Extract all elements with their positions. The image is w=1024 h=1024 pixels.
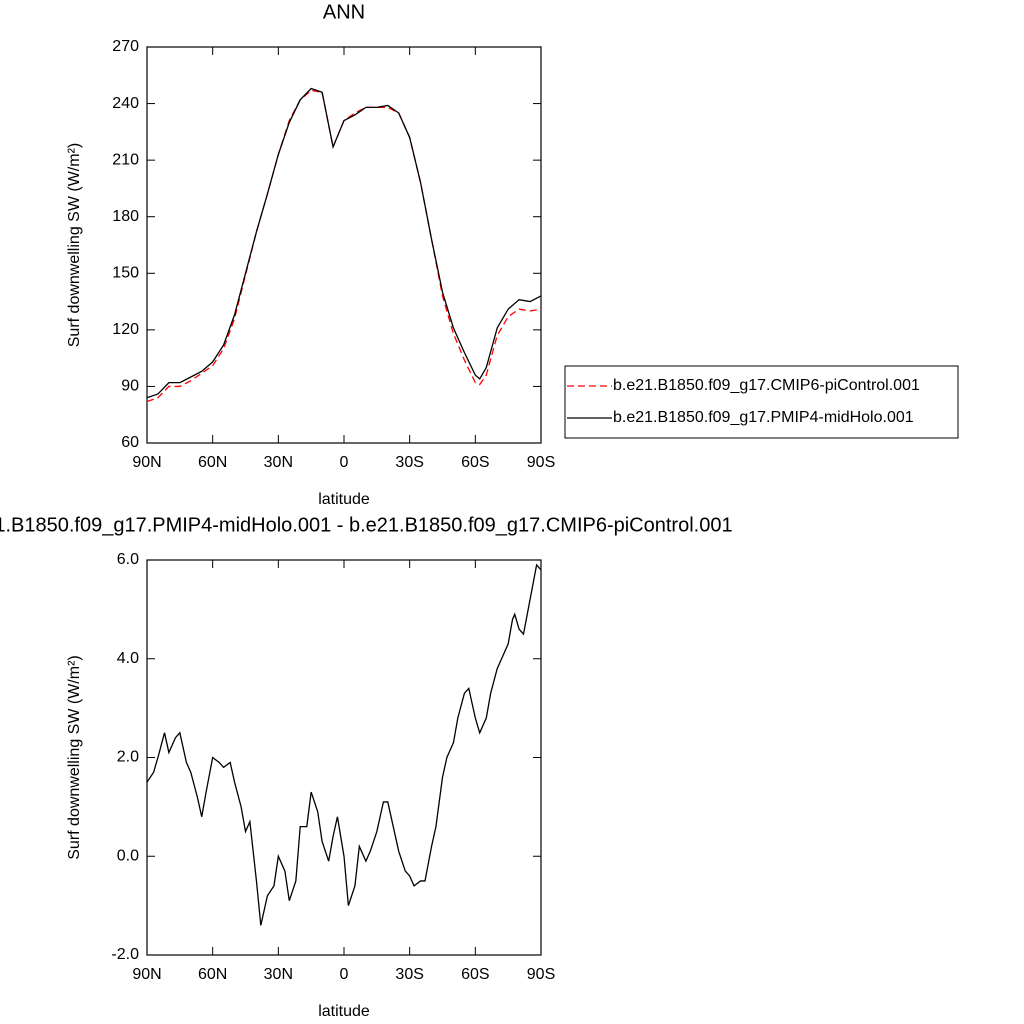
- x-tick-label: 30S: [395, 454, 423, 471]
- y-tick-label: 180: [112, 208, 139, 225]
- x-tick-label: 0: [340, 454, 349, 471]
- y-tick-label: 90: [121, 378, 139, 395]
- legend-box: [564, 365, 959, 439]
- y-tick-label: 210: [112, 151, 139, 168]
- y-tick-label: 270: [112, 38, 139, 55]
- x-tick-label: 30S: [395, 966, 423, 983]
- x-tick-label: 60N: [198, 454, 227, 471]
- data-line: [146, 89, 542, 403]
- y-tick-label: 0.0: [117, 847, 139, 864]
- y-tick-label: 4.0: [117, 650, 139, 667]
- x-tick-label: 90N: [132, 966, 161, 983]
- x-axis-label: latitude: [318, 491, 370, 508]
- x-tick-label: 30N: [264, 966, 293, 983]
- x-tick-label: 60N: [198, 966, 227, 983]
- x-tick-label: 30N: [264, 454, 293, 471]
- y-tick-label: -2.0: [111, 946, 139, 963]
- chart-title: b.e21.B1850.f09_g17.PMIP4-midHolo.001 - …: [0, 514, 733, 536]
- x-tick-label: 0: [340, 966, 349, 983]
- x-tick-label: 90S: [527, 454, 555, 471]
- legend-label: b.e21.B1850.f09_g17.CMIP6-piControl.001: [613, 377, 920, 394]
- y-axis-label: Surf downwelling SW (W/m²): [66, 143, 83, 347]
- data-line: [146, 87, 542, 399]
- data-line: [146, 563, 542, 926]
- x-tick-label: 60S: [461, 454, 489, 471]
- y-tick-label: 240: [112, 95, 139, 112]
- x-tick-label: 90S: [527, 966, 555, 983]
- y-tick-label: 120: [112, 321, 139, 338]
- plot-frame: [146, 559, 542, 956]
- y-tick-label: 60: [121, 434, 139, 451]
- y-axis-label: Surf downwelling SW (W/m²): [66, 655, 83, 859]
- x-tick-label: 60S: [461, 966, 489, 983]
- y-tick-label: 150: [112, 265, 139, 282]
- legend-label: b.e21.B1850.f09_g17.PMIP4-midHolo.001: [613, 409, 914, 426]
- chart-title: ANN: [323, 1, 365, 23]
- x-tick-label: 90N: [132, 454, 161, 471]
- plot-frame: [146, 46, 542, 444]
- y-tick-label: 2.0: [117, 749, 139, 766]
- x-axis-label: latitude: [318, 1003, 370, 1020]
- y-tick-label: 6.0: [117, 551, 139, 568]
